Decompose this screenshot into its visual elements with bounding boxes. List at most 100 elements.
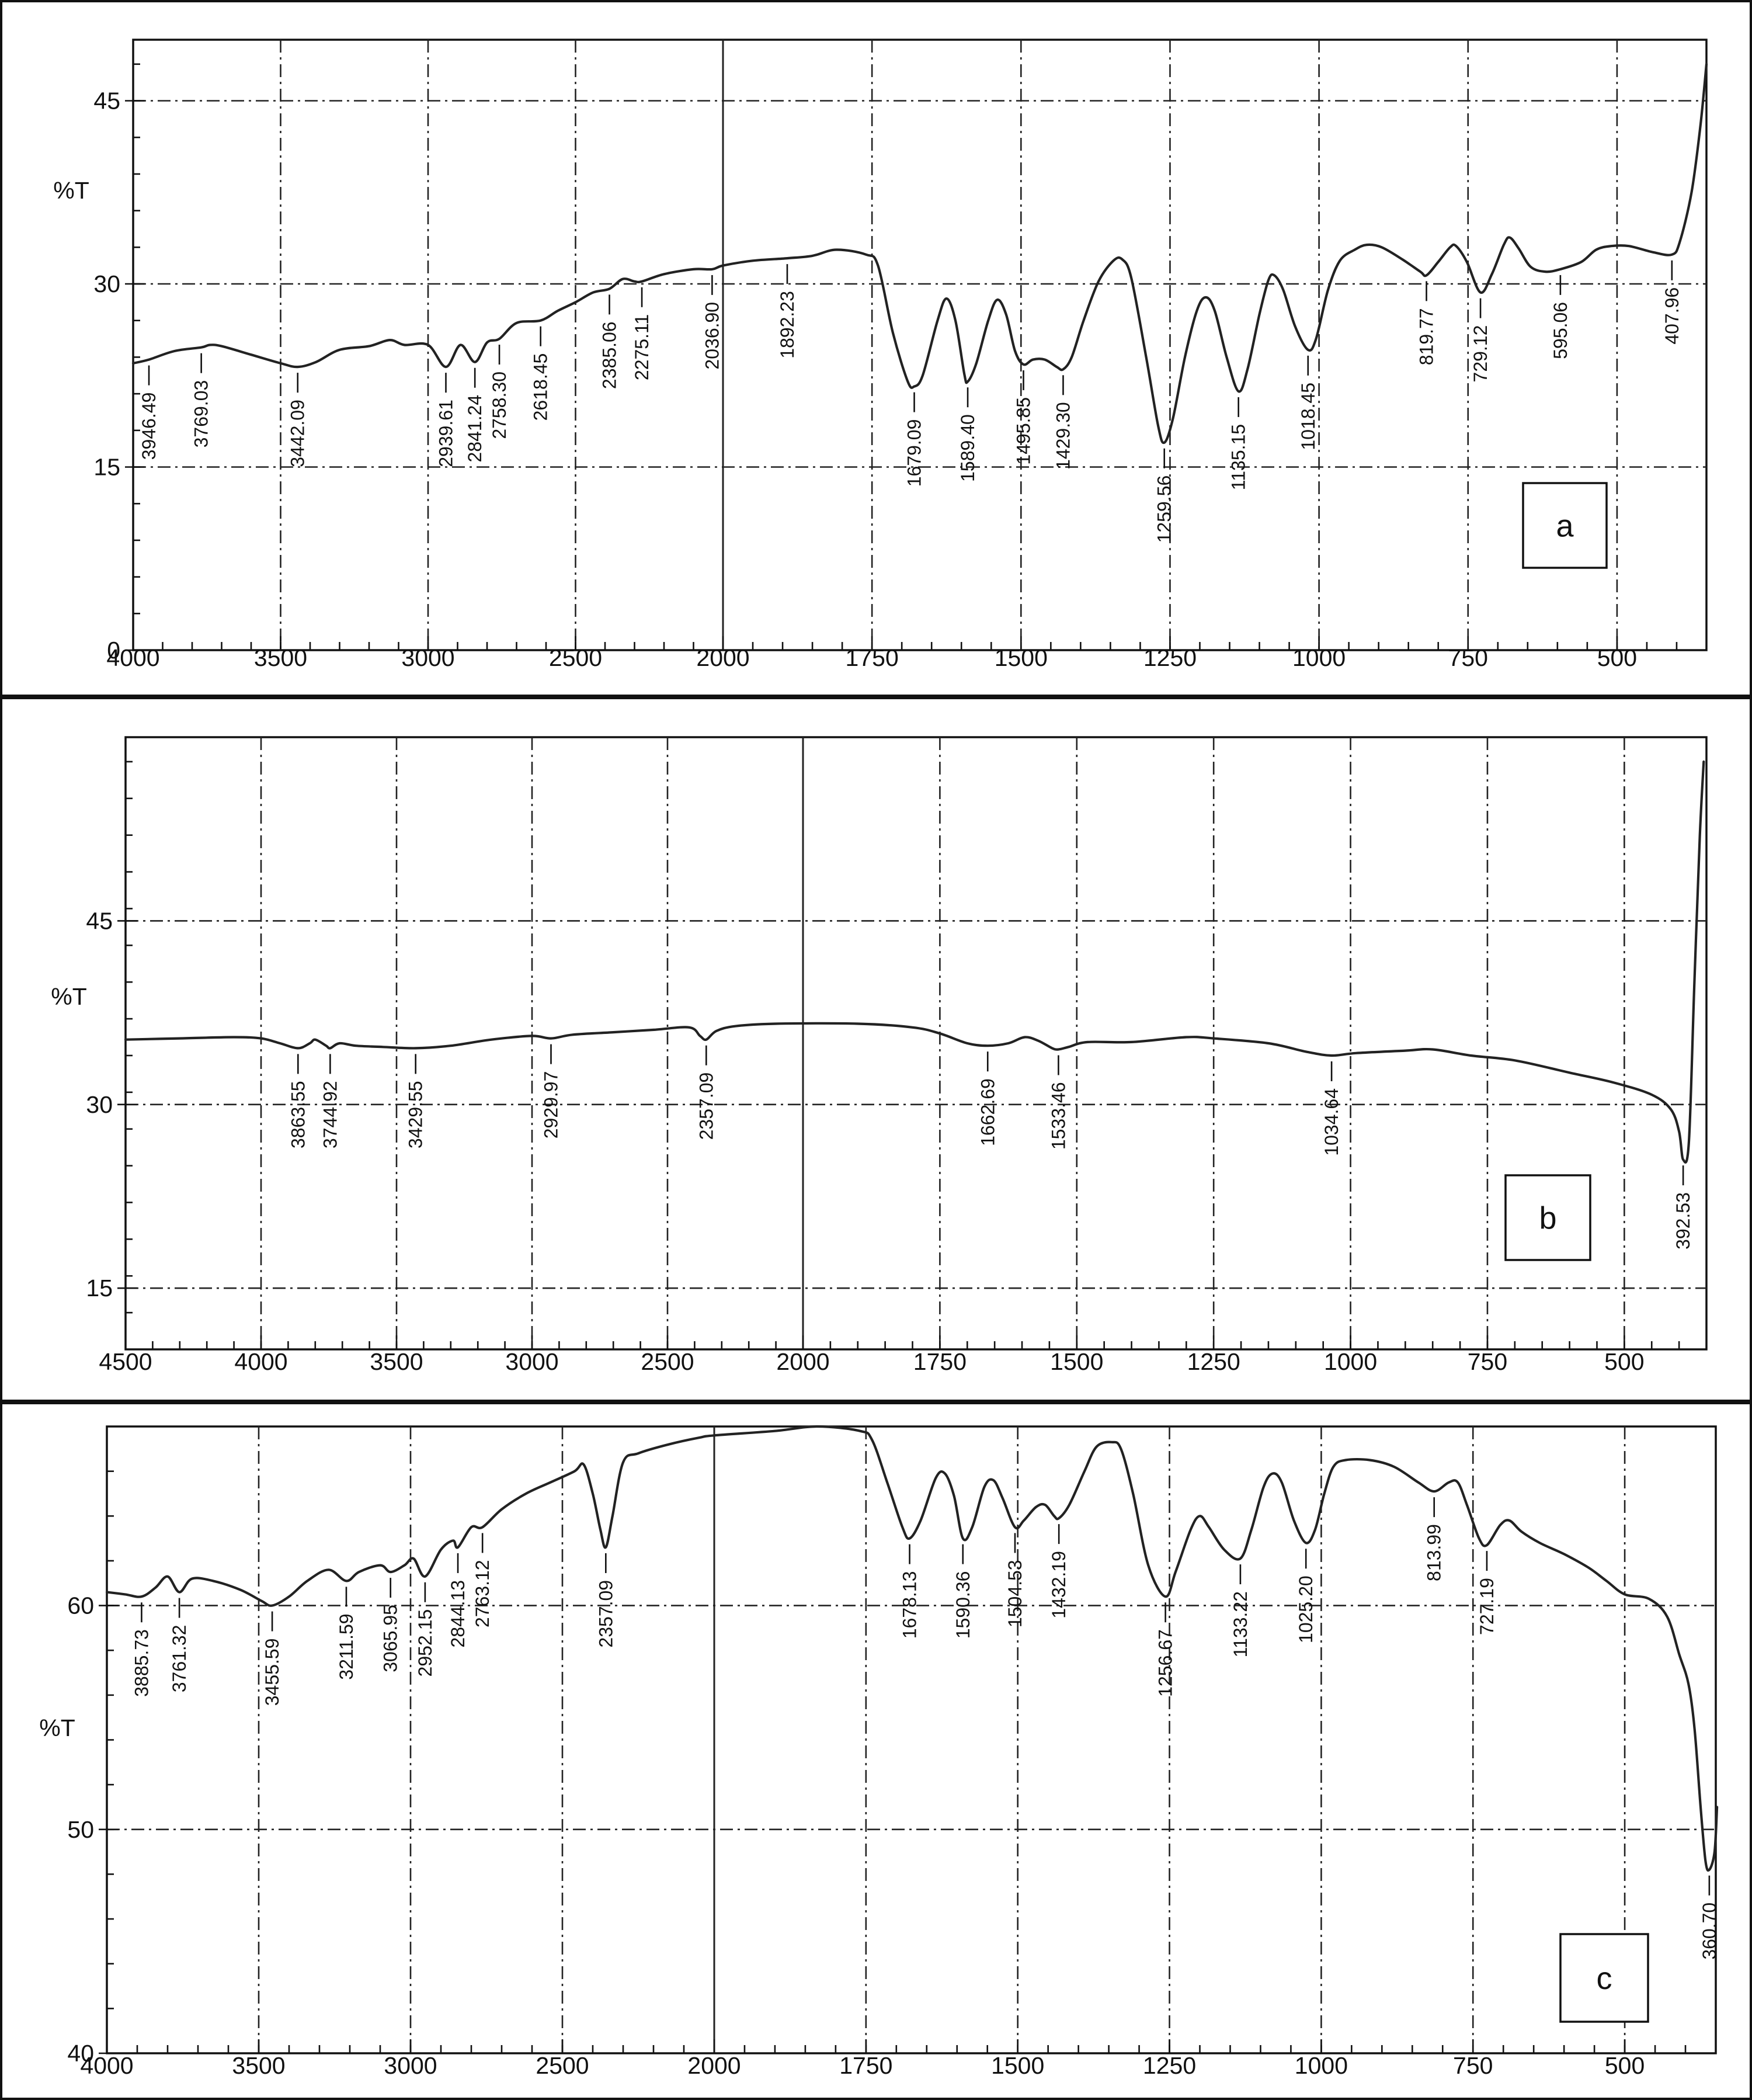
x-tick-label: 2000	[696, 644, 749, 671]
peak-label: 1495.85	[1013, 397, 1034, 465]
x-tick-label: 500	[1605, 2052, 1645, 2079]
panel-label-box	[1504, 1174, 1591, 1261]
peak-label: 3065.95	[380, 1605, 401, 1672]
peak-label: 3455.59	[262, 1639, 283, 1706]
x-tick-label: 1000	[1292, 644, 1346, 671]
x-tick-label: 4000	[234, 1348, 287, 1375]
x-tick-label: 3000	[401, 644, 454, 671]
peak-label: 813.99	[1424, 1524, 1445, 1581]
plot-area	[106, 1425, 1717, 2054]
peak-label: 2357.09	[696, 1072, 717, 1140]
peak-label: 1025.20	[1295, 1575, 1316, 1643]
peak-label: 3442.09	[287, 400, 308, 467]
x-tick-label: 500	[1604, 1348, 1644, 1375]
x-tick-label: 3500	[232, 2052, 285, 2079]
peak-label: 392.53	[1673, 1192, 1694, 1249]
x-tick-label: 500	[1597, 644, 1637, 671]
peak-label: 1504.53	[1004, 1560, 1026, 1627]
x-tick-label: 1750	[839, 2052, 892, 2079]
peak-label: 1135.15	[1228, 424, 1249, 490]
peak-label: 2929.97	[541, 1071, 562, 1139]
peak-label: 3885.73	[131, 1629, 152, 1697]
peak-label: 1678.13	[899, 1571, 920, 1639]
peak-label: 3429.55	[405, 1081, 426, 1148]
panel-frame-c	[0, 1402, 1752, 2100]
peak-label: 3769.03	[191, 380, 212, 448]
x-tick-label: 1250	[1187, 1348, 1240, 1375]
peak-label: 2763.12	[472, 1560, 493, 1627]
peak-label: 2952.15	[415, 1609, 436, 1677]
x-tick-label: 1500	[991, 2052, 1044, 2079]
peak-label: 1679.09	[904, 419, 925, 487]
x-tick-label: 1500	[1050, 1348, 1103, 1375]
x-tick-label: 750	[1453, 2052, 1493, 2079]
spectrum-panel-b: 4500 4000 3500 3000 2500 2000 1750 1500 1250 1000…	[51, 736, 1708, 1375]
spectrum-curve-b	[124, 760, 1705, 1164]
peak-label: 2939.61	[436, 400, 457, 467]
peak-label: 729.12	[1470, 325, 1491, 383]
spectrum-panel-c: 4000 3500 3000 2500 2000 1750 1500 1250 1000 750 5…	[39, 1425, 1720, 2079]
peak-label: 3761.32	[169, 1625, 190, 1693]
x-tick-label: 1000	[1324, 1348, 1377, 1375]
peak-label: 2618.45	[530, 353, 551, 421]
x-tick-label: 3500	[254, 644, 307, 671]
y-tick-label: 45	[93, 88, 120, 114]
x-tick-label: 2500	[536, 2052, 589, 2079]
peak-label: 2841.24	[464, 395, 485, 463]
plot-area	[124, 736, 1708, 1351]
y-axis-label: %T	[53, 177, 89, 204]
x-tick-label: 3000	[505, 1348, 558, 1375]
peak-label: 1259.56	[1154, 475, 1175, 543]
x-tick-label: 1500	[995, 644, 1048, 671]
x-tick-label: 3500	[370, 1348, 423, 1375]
x-tick-label: 2500	[641, 1348, 694, 1375]
x-tick-label: 4000	[80, 2052, 133, 2079]
y-tick-label: 30	[93, 270, 120, 297]
peak-label: 1133.22	[1230, 1591, 1251, 1657]
x-tick-label: 1000	[1295, 2052, 1348, 2079]
x-tick-label: 1750	[846, 644, 899, 671]
y-tick-label: 50	[67, 1816, 94, 1843]
peak-label: 2275.11	[631, 314, 652, 380]
spectrum-curve-c	[105, 1425, 1719, 1872]
peak-label: 2036.90	[701, 302, 722, 370]
peak-label: 1589.40	[957, 414, 978, 482]
peak-label: 1892.23	[777, 291, 798, 359]
peak-label: 3744.92	[319, 1081, 340, 1148]
peak-label: 1034.64	[1321, 1088, 1342, 1156]
peak-label: 407.96	[1661, 287, 1683, 345]
peak-label: 1429.30	[1053, 402, 1074, 470]
y-tick-label: 60	[67, 1592, 94, 1619]
y-axis-label: %T	[39, 1714, 75, 1741]
peak-label: 360.70	[1699, 1903, 1720, 1960]
peak-label: 1590.36	[953, 1571, 974, 1639]
panel-label: a	[1556, 509, 1574, 544]
spectrum-panel-a: 4000 3500 3000 2500 2000 1750 1500 1250 1000 750 5…	[53, 39, 1708, 671]
peak-label: 1432.19	[1048, 1551, 1069, 1619]
x-tick-label: 1750	[913, 1348, 967, 1375]
peak-label: 595.06	[1550, 302, 1571, 359]
peak-label: 819.77	[1416, 308, 1437, 365]
peak-label: 2844.13	[447, 1580, 468, 1648]
peak-label: 1662.69	[977, 1078, 998, 1146]
panel-label: c	[1597, 1961, 1612, 1996]
x-tick-label: 1250	[1143, 2052, 1196, 2079]
x-tick-label: 2000	[776, 1348, 829, 1375]
y-tick-label: 0	[107, 637, 120, 664]
x-tick-label: 2500	[549, 644, 602, 671]
x-tick-label: 750	[1448, 644, 1488, 671]
panel-label-box	[1559, 1933, 1649, 2023]
panel-frame-b	[0, 697, 1752, 1402]
peak-label: 2357.09	[595, 1580, 616, 1648]
peak-label: 1533.46	[1048, 1082, 1069, 1150]
y-tick-label: 40	[67, 2040, 94, 2067]
panel-label: b	[1539, 1201, 1556, 1236]
panel-frame-a	[0, 0, 1752, 697]
peak-label: 3946.49	[138, 393, 159, 460]
plot-area	[132, 39, 1708, 651]
y-tick-label: 45	[86, 907, 113, 934]
peak-label: 727.19	[1476, 1578, 1497, 1635]
y-axis-label: %T	[51, 983, 87, 1010]
peak-label: 2758.30	[489, 372, 510, 439]
y-tick-label: 15	[86, 1275, 113, 1301]
